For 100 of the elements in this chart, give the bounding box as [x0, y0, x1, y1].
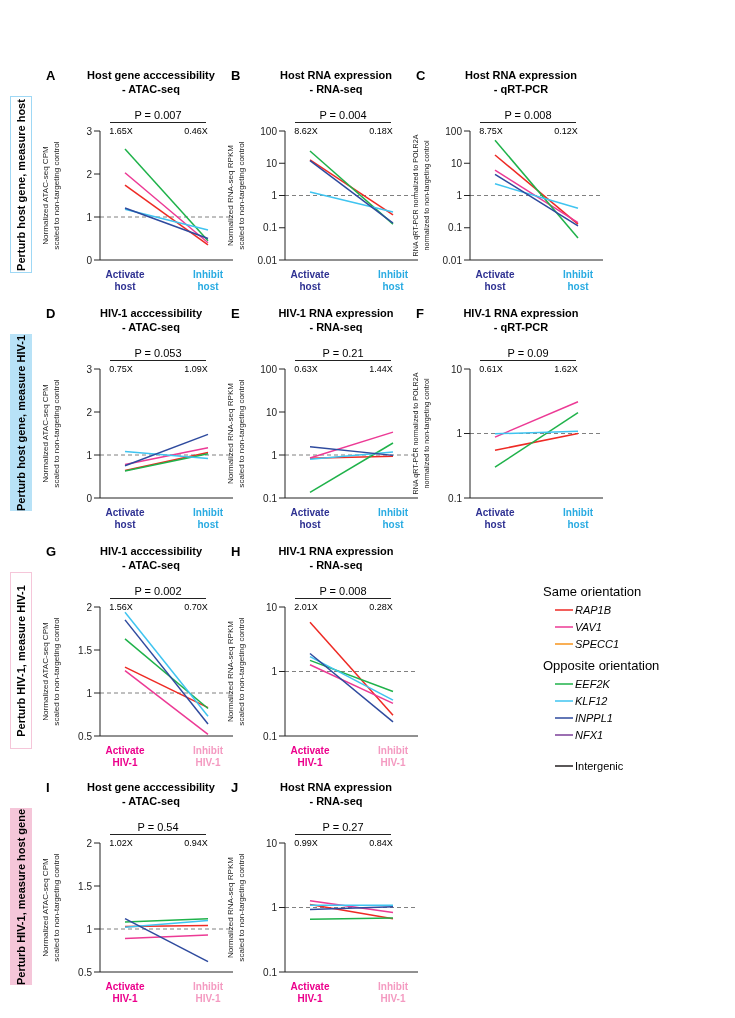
y-tick-label: 3: [86, 125, 93, 137]
legend-label: RAP1B: [575, 603, 612, 616]
y-axis-title: Normalized RNA-seq RPKM scaled to non-targeting control: [226, 617, 246, 726]
y-tick-label: 1: [86, 687, 93, 699]
x-tick-label: Inhibit host: [378, 269, 409, 292]
annotation: 0.94X: [183, 838, 209, 848]
legend-label: NFX1: [575, 728, 604, 741]
text: D: [46, 306, 56, 321]
annotation: 0.18X: [368, 126, 394, 136]
y-tick-label: 0: [86, 254, 93, 266]
x-tick-label: Inhibit HIV-1: [378, 981, 409, 1004]
y-axis-title: Normalized RNA-seq RPKM scaled to non-targeting control: [226, 853, 246, 962]
x-tick-label: Activate HIV-1: [105, 745, 145, 768]
x-tick-label: Activate host: [475, 269, 515, 292]
text: F: [416, 306, 424, 321]
y-tick-label: 1: [271, 190, 278, 202]
y-axis-title: Normalized ATAC-seq CPM scaled to non-targeting control: [41, 379, 61, 488]
y-axis-title: Normalized RNA-seq RPKM scaled to non-targeting control: [226, 141, 246, 250]
x-tick-label: Activate host: [475, 507, 515, 530]
y-tick-label: 1: [271, 666, 278, 678]
x-tick-label: Activate host: [290, 507, 330, 530]
y-tick-label: 0: [86, 492, 93, 504]
legend-label: Intergenic: [575, 759, 624, 772]
y-tick-label: 10: [265, 157, 278, 169]
chart-title: HIV-1 acccessibility - ATAC-seq: [98, 544, 204, 572]
annotation: 0.12X: [553, 126, 579, 136]
y-tick-label: 100: [260, 125, 278, 137]
text: P = 0.002: [110, 584, 206, 599]
annotation: 8.75X: [478, 126, 504, 136]
y-tick-label: 100: [260, 363, 278, 375]
y-tick-label: 1: [86, 211, 93, 223]
y-tick-label: 0.5: [78, 730, 93, 742]
legend-label: SPECC1: [575, 637, 620, 650]
y-tick-label: 10: [265, 406, 278, 418]
y-tick-label: 0.01: [442, 254, 463, 266]
y-tick-label: 0.01: [257, 254, 278, 266]
y-tick-label: 10: [265, 601, 278, 613]
text: Perturb HIV-1, measure HIV-1: [15, 584, 27, 737]
y-tick-label: 2: [86, 601, 93, 613]
y-tick-label: 0.1: [448, 492, 463, 504]
chart-title: HIV-1 RNA expression - RNA-seq: [277, 306, 395, 334]
text: Opposite orientation: [543, 658, 661, 673]
x-tick-label: Inhibit host: [193, 269, 224, 292]
chart-title: Host RNA expression - RNA-seq: [278, 780, 394, 808]
y-tick-label: 10: [450, 363, 463, 375]
text: Perturb host gene, measure host: [15, 98, 28, 271]
x-tick-label: Activate HIV-1: [290, 745, 330, 768]
annotation: 0.75X: [108, 364, 134, 374]
y-tick-label: 0.1: [263, 222, 278, 234]
x-tick-label: Activate HIV-1: [290, 981, 330, 1004]
text: B: [231, 68, 241, 83]
annotation: 0.46X: [183, 126, 209, 136]
y-tick-label: 1.5: [78, 644, 93, 656]
annotation: 8.62X: [293, 126, 319, 136]
text: Perturb HIV-1, measure host gene: [15, 808, 27, 985]
y-tick-label: 1.5: [78, 880, 93, 892]
y-tick-label: 0.1: [263, 492, 278, 504]
text: P = 0.21: [295, 346, 391, 361]
x-tick-label: Inhibit host: [378, 507, 409, 530]
text: P = 0.008: [480, 108, 576, 123]
text: G: [46, 544, 57, 559]
legend-label: INPPL1: [575, 711, 613, 724]
x-tick-label: Inhibit HIV-1: [193, 981, 224, 1004]
y-tick-label: 0.5: [78, 966, 93, 978]
legend-label: EEF2K: [575, 677, 610, 690]
annotation: 1.56X: [108, 602, 134, 612]
y-tick-label: 1: [456, 428, 463, 440]
annotation: 1.44X: [368, 364, 394, 374]
chart-title: Host gene acccessibility - ATAC-seq: [86, 780, 216, 808]
annotation: 2.01X: [293, 602, 319, 612]
chart-title: HIV-1 RNA expression - qRT-PCR: [462, 306, 580, 334]
x-tick-label: Inhibit host: [563, 269, 594, 292]
x-tick-label: Inhibit host: [193, 507, 224, 530]
y-tick-label: 1: [271, 902, 278, 914]
annotation: 0.28X: [368, 602, 394, 612]
text: I: [46, 780, 50, 795]
chart-title: Host RNA expression - RNA-seq: [278, 68, 394, 96]
annotation: 1.65X: [108, 126, 134, 136]
text: E: [231, 306, 240, 321]
x-tick-label: Inhibit host: [563, 507, 594, 530]
y-axis-title: Normalized ATAC-seq CPM scaled to non-targeting control: [41, 141, 61, 250]
annotation: 0.61X: [478, 364, 504, 374]
y-axis-title: Normalized ATAC-seq CPM scaled to non-targeting control: [41, 617, 61, 726]
text: A: [46, 68, 56, 83]
y-tick-label: 1: [86, 449, 93, 461]
chart-title: Host RNA expression - qRT-PCR: [463, 68, 579, 96]
y-tick-label: 0.1: [448, 222, 463, 234]
annotation: 1.09X: [183, 364, 209, 374]
text: H: [231, 544, 241, 559]
chart-title: HIV-1 RNA expression - RNA-seq: [277, 544, 395, 572]
y-tick-label: 1: [86, 923, 93, 935]
annotation: 1.02X: [108, 838, 134, 848]
legend-label: VAV1: [575, 620, 602, 633]
text: P = 0.007: [110, 108, 206, 123]
y-tick-label: 10: [265, 837, 278, 849]
y-tick-label: 2: [86, 168, 93, 180]
text: Same orientation: [543, 584, 643, 599]
text: J: [231, 780, 239, 795]
y-tick-label: 1: [456, 190, 463, 202]
y-tick-label: 0.1: [263, 966, 278, 978]
